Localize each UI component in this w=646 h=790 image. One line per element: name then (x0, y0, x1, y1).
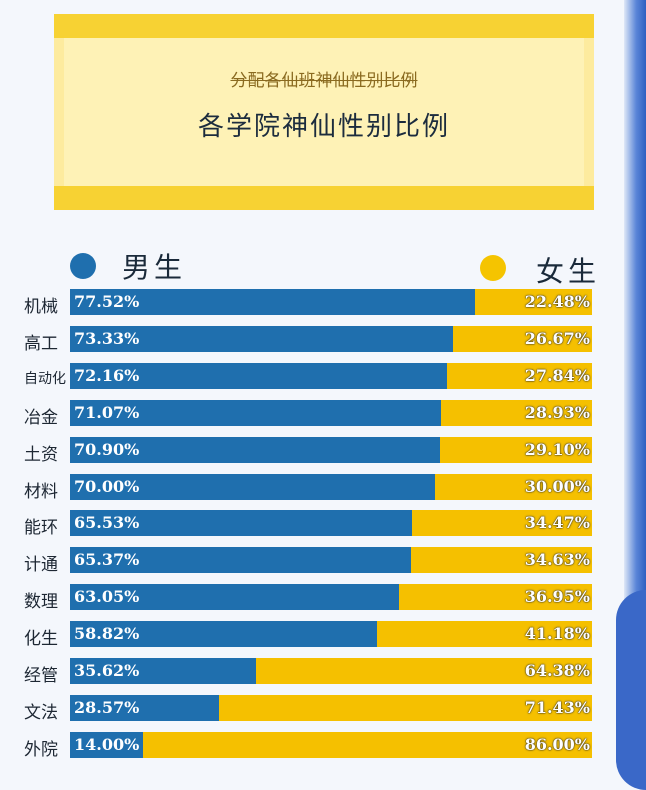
category-label: 文法 (24, 702, 58, 723)
category-label: 计通 (24, 555, 58, 576)
male-bar (70, 621, 378, 648)
male-bar (70, 436, 441, 463)
bar-row: 冶金 71.07% 28.93% (0, 399, 646, 428)
female-bar: 77.52% 22.48% (70, 289, 592, 315)
right-decoration-blob (616, 590, 646, 790)
female-bar: 14.00% 86.00% (70, 731, 592, 758)
category-label: 自动化 (24, 370, 66, 387)
category-label: 机械 (24, 297, 58, 317)
female-bar: 73.33% 26.67% (70, 325, 592, 352)
male-value-label: 71.07% (74, 402, 140, 422)
male-bar (70, 399, 441, 426)
male-value-label: 14.00% (74, 734, 140, 754)
female-bar: 72.16% 27.84% (70, 362, 592, 389)
male-value-label: 28.57% (74, 697, 140, 717)
bar-row: 材料 70.00% 30.00% (0, 473, 646, 502)
category-label: 数理 (24, 592, 58, 613)
female-bar: 35.62% 64.38% (70, 658, 592, 684)
male-value-label: 72.16% (74, 365, 140, 385)
male-value-label: 77.52% (74, 292, 140, 311)
bar-row: 化生 58.82% 41.18% (0, 621, 646, 650)
male-value-label: 70.00% (74, 476, 140, 496)
male-bar (70, 362, 447, 389)
bar-row: 经管 35.62% 64.38% (0, 658, 646, 686)
female-value-label: 41.18% (524, 624, 590, 644)
legend-female-dot (480, 255, 506, 281)
male-value-label: 63.05% (74, 587, 140, 607)
female-bar: 58.82% 41.18% (70, 621, 592, 648)
right-decoration-strip (624, 0, 646, 777)
struck-title: 分配各仙班神仙性别比例 (230, 71, 418, 91)
female-bar: 28.57% 71.43% (70, 694, 592, 721)
legend-male-dot (70, 253, 96, 279)
bar-row: 机械 77.52% 22.48% (0, 289, 646, 317)
male-bar (70, 473, 436, 500)
female-value-label: 28.93% (524, 402, 590, 422)
male-bar (70, 289, 475, 315)
female-value-label: 34.47% (524, 513, 590, 533)
female-value-label: 71.43% (524, 697, 590, 717)
bar-row: 文法 28.57% 71.43% (0, 694, 646, 723)
bar-row: 土资 70.90% 29.10% (0, 436, 646, 465)
chart-title: 各学院神仙性别比例 (197, 112, 450, 142)
bar-row: 数理 63.05% 36.95% (0, 584, 646, 613)
male-value-label: 65.53% (74, 513, 140, 533)
male-bar (70, 325, 453, 352)
bar-row: 计通 65.37% 34.63% (0, 547, 646, 576)
male-bar (70, 658, 256, 684)
female-bar: 65.37% 34.63% (70, 547, 592, 574)
male-value-label: 65.37% (74, 550, 140, 570)
bar-row: 能环 65.53% 34.47% (0, 510, 646, 539)
male-bar (70, 731, 144, 758)
female-bar: 63.05% 36.95% (70, 584, 592, 611)
male-bar (70, 694, 220, 721)
legend-male-label: 男生 (122, 251, 187, 284)
female-value-label: 22.48% (524, 292, 590, 311)
female-value-label: 30.00% (524, 476, 590, 496)
female-value-label: 64.38% (524, 661, 590, 680)
female-bar: 70.90% 29.10% (70, 436, 592, 463)
female-value-label: 86.00% (524, 734, 590, 754)
female-value-label: 36.95% (524, 587, 590, 607)
female-value-label: 27.84% (524, 365, 590, 385)
female-value-label: 34.63% (524, 550, 590, 570)
male-bar (70, 510, 413, 537)
bar-row: 自动化 72.16% 27.84% (0, 362, 646, 389)
category-label: 土资 (24, 444, 58, 465)
female-value-label: 29.10% (524, 439, 590, 459)
category-label: 冶金 (24, 407, 58, 428)
banner-paper (64, 38, 584, 186)
title-banner: 分配各仙班神仙性别比例 各学院神仙性别比例 (54, 14, 594, 210)
category-label: 化生 (24, 629, 58, 650)
female-value-label: 26.67% (524, 328, 590, 348)
male-value-label: 58.82% (74, 624, 140, 644)
category-label: 能环 (24, 518, 58, 539)
male-bar (70, 584, 400, 611)
female-bar: 70.00% 30.00% (70, 473, 592, 500)
female-bar: 71.07% 28.93% (70, 399, 592, 426)
category-label: 外院 (24, 739, 58, 760)
banner-top-edge (54, 14, 594, 38)
male-bar (70, 547, 412, 574)
male-value-label: 70.90% (74, 439, 140, 459)
bar-row: 外院 14.00% 86.00% (0, 731, 646, 760)
category-label: 材料 (24, 481, 58, 502)
female-bar: 65.53% 34.47% (70, 510, 592, 537)
male-value-label: 35.62% (74, 661, 140, 680)
male-value-label: 73.33% (74, 328, 140, 348)
category-label: 经管 (24, 666, 58, 686)
category-label: 高工 (24, 333, 58, 354)
banner-bottom-edge (54, 186, 594, 210)
bar-row: 高工 73.33% 26.67% (0, 325, 646, 354)
legend-female-label: 女生 (536, 255, 601, 288)
